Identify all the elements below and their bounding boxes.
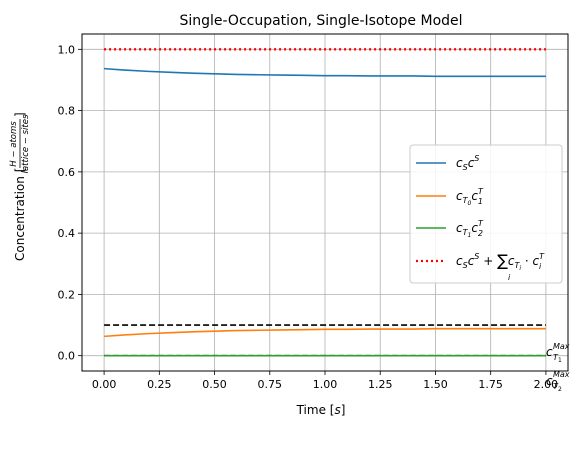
- svg-text:Max: Max: [553, 370, 570, 379]
- y-tick-label: 0.0: [58, 350, 76, 363]
- svg-text:T: T: [553, 382, 559, 391]
- y-tick-label: 0.8: [58, 105, 76, 118]
- series-line-cs: [104, 67, 546, 78]
- y-tick-label: 0.2: [58, 288, 76, 301]
- x-tick-label: 0.25: [147, 378, 172, 391]
- y-tick-label: 0.4: [58, 227, 76, 240]
- x-tick-label: 0.00: [92, 378, 117, 391]
- legend-item-cs: cScS: [416, 154, 479, 172]
- legend-box: [409, 144, 563, 284]
- annotation-ct1-max: c Max T 1: [546, 342, 570, 364]
- svg-text:lattice − sites: lattice − sites: [21, 114, 31, 173]
- x-axis-label: Time [s]: [296, 403, 346, 417]
- svg-text:H − atoms: H − atoms: [9, 121, 19, 167]
- x-tick-label: 1.00: [313, 378, 338, 391]
- svg-text:i: i: [508, 273, 511, 282]
- x-tick-label: 1.50: [423, 378, 448, 391]
- svg-text:T: T: [553, 353, 559, 362]
- x-axis-ticks: 0.00 0.25 0.50 0.75 1.00 1.25 1.50 1.75 2.00: [92, 371, 558, 391]
- svg-text:1: 1: [558, 357, 562, 364]
- plot-lines: [104, 48, 546, 357]
- svg-text:]: ]: [13, 112, 27, 117]
- svg-text:cScS: cScS: [456, 154, 479, 172]
- legend: cScS cT0cT 1 cT1cT 2 cScS + ∑cTi · cT i i: [409, 144, 563, 284]
- y-axis-label: Concentration [ H − atoms lattice − site…: [9, 112, 31, 261]
- x-tick-label: 1.75: [478, 378, 503, 391]
- x-tick-label: 1.25: [368, 378, 393, 391]
- svg-text:c: c: [546, 374, 553, 388]
- x-tick-label: 2.00: [534, 378, 559, 391]
- svg-text:Max: Max: [553, 342, 570, 351]
- svg-text:2: 2: [558, 386, 562, 393]
- chart-title: Single-Occupation, Single-Isotope Model: [179, 13, 462, 29]
- x-tick-label: 0.50: [202, 378, 227, 391]
- y-tick-label: 1.0: [58, 43, 76, 56]
- annotation-ct2-max: c Max T 2: [546, 370, 570, 393]
- svg-text:c: c: [546, 345, 553, 359]
- svg-text:Concentration [: Concentration [: [13, 168, 27, 261]
- series-line-ct0: [104, 327, 546, 338]
- y-axis-ticks: 0.0 0.2 0.4 0.6 0.8 1.0: [58, 43, 82, 363]
- x-tick-label: 0.75: [258, 378, 283, 391]
- y-tick-label: 0.6: [58, 166, 76, 179]
